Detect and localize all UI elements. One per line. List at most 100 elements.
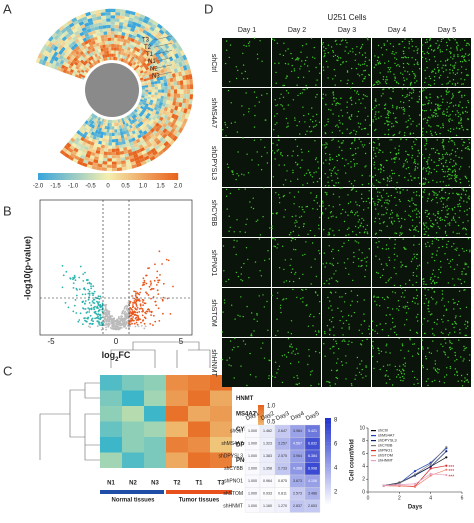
cell-dot <box>425 380 428 382</box>
cell-dot <box>445 152 448 154</box>
cell-dot <box>385 314 387 316</box>
cell-dot <box>401 345 404 347</box>
cell-dot <box>380 195 383 197</box>
volcano-point <box>75 294 78 297</box>
ring-label: T2 <box>144 45 152 51</box>
cell-dot <box>351 211 354 214</box>
cell-dot <box>355 152 357 155</box>
heat-cell <box>78 139 84 145</box>
cell-dot <box>402 364 405 366</box>
cell-dot <box>434 369 437 372</box>
x-axis-label: Days <box>408 505 423 511</box>
heat-cell <box>69 62 75 67</box>
volcano-point <box>92 298 95 301</box>
cell-dot <box>394 196 396 199</box>
heat-cell <box>50 38 57 44</box>
colorbar-cell <box>325 486 331 489</box>
cell-dot <box>431 71 433 74</box>
cell-dot <box>423 223 425 225</box>
heat-cell <box>114 21 120 26</box>
cell-dot <box>457 380 459 382</box>
heat-cell <box>145 123 151 129</box>
cell-dot <box>348 326 350 328</box>
heat-cell <box>118 138 122 142</box>
heat-cell <box>110 27 115 32</box>
volcano-point <box>90 283 93 285</box>
cell-dot <box>361 128 363 130</box>
cell-dot <box>274 123 276 126</box>
heat-cell <box>111 56 114 60</box>
volcano-point <box>87 307 90 309</box>
heat-cell <box>156 54 162 60</box>
cell-dot <box>451 110 454 113</box>
cell-dot <box>322 144 324 146</box>
cell-dot <box>331 158 334 160</box>
cell-dot <box>263 306 265 308</box>
heat-cell <box>172 129 179 136</box>
heat-cell <box>172 124 178 130</box>
cell-dot <box>387 71 389 73</box>
cell-dot <box>256 151 258 153</box>
heat-cell <box>88 144 94 149</box>
heat-cell <box>111 148 116 153</box>
cell-dot <box>428 194 430 196</box>
cell-dot <box>416 49 418 52</box>
cell-dot <box>387 112 389 114</box>
cell-dot <box>423 89 425 91</box>
cell-dot <box>266 93 268 95</box>
cell-dot <box>330 250 333 253</box>
cell-dot <box>422 127 424 130</box>
heat-cell <box>86 121 91 126</box>
volcano-point <box>153 279 156 282</box>
cell-dot <box>418 152 420 154</box>
cell-dot <box>366 95 368 98</box>
heat-cell <box>47 47 53 54</box>
heat-cell <box>131 147 136 152</box>
colorbar-tick: 1.0 <box>267 404 276 410</box>
cell-dot <box>426 51 428 53</box>
volcano-point <box>136 299 138 301</box>
cell-dot <box>453 268 455 270</box>
cell-dot <box>325 94 327 96</box>
heat-cell <box>116 164 122 168</box>
heat-cell <box>98 41 103 46</box>
heat-cell <box>68 71 73 76</box>
heat-cell <box>118 144 123 149</box>
heat-cell <box>72 63 77 68</box>
cell-dot <box>385 322 387 325</box>
cell-dot <box>289 362 292 365</box>
legend-label: shMS4A7 <box>378 434 394 438</box>
heat-cell <box>145 51 150 56</box>
heat-cell <box>122 120 126 125</box>
cell-dot <box>416 295 419 297</box>
heat-cell <box>141 85 146 88</box>
cell-dot <box>417 150 419 152</box>
heat-cell <box>117 119 121 123</box>
cell-dot <box>304 121 306 123</box>
heat-cell <box>111 126 115 130</box>
cell-dot <box>379 62 382 65</box>
cell-dot <box>332 55 335 58</box>
cell-dot <box>388 256 390 259</box>
cell-dot <box>318 224 320 226</box>
heat-cell <box>132 61 137 66</box>
cell-dot <box>325 104 327 106</box>
cell-dot <box>460 125 463 127</box>
heat-cell <box>121 166 128 171</box>
cell-dot <box>290 231 292 234</box>
volcano-point <box>105 326 107 329</box>
heat-cell <box>130 161 137 166</box>
cell-dot <box>350 166 352 168</box>
cell-dot <box>343 339 345 341</box>
cell-dot <box>438 246 440 249</box>
heat-cell <box>100 390 122 406</box>
heat-cell <box>136 70 140 74</box>
heat-cell <box>121 45 126 50</box>
volcano-point <box>157 279 160 282</box>
volcano-point <box>88 294 91 296</box>
heat-cell <box>182 75 187 81</box>
heat-cell <box>80 59 85 64</box>
cell-dot <box>437 115 439 117</box>
heat-cell <box>132 65 136 70</box>
cell-dot <box>386 192 388 195</box>
